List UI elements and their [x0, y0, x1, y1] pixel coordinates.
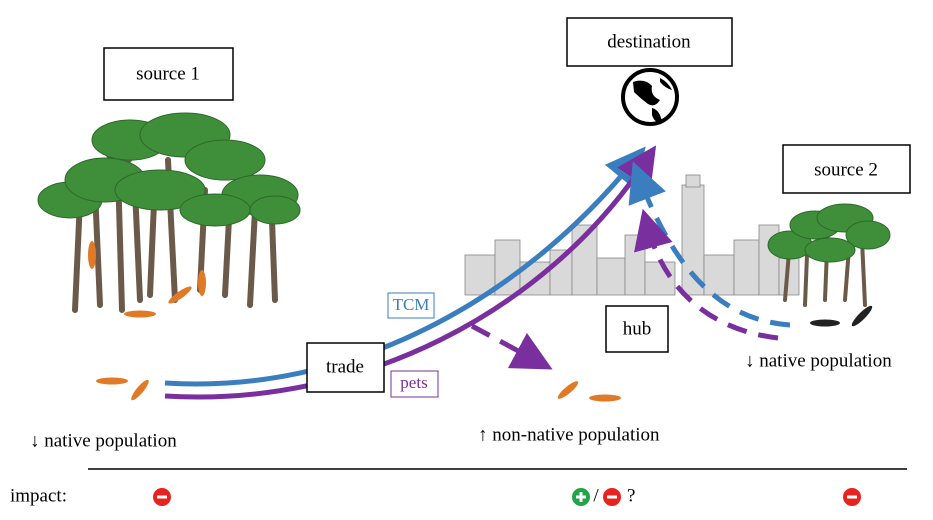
hub-label: hub	[623, 318, 652, 339]
source-1-label: source 1	[136, 63, 200, 84]
impact-label: impact:	[10, 485, 67, 506]
population-source-1: ↓ native population	[30, 430, 177, 451]
population-source-2: ↓ native population	[745, 350, 892, 371]
diagram: source 1 destination source 2	[0, 0, 933, 520]
impact-separator: /	[593, 485, 599, 506]
source-2-label: source 2	[814, 159, 878, 180]
destination-label: destination	[607, 31, 691, 52]
impact-icons	[153, 488, 861, 506]
forest-source-1	[38, 113, 300, 318]
impact-uncertain: ?	[627, 485, 635, 506]
pets-label: pets	[400, 373, 427, 392]
globe-icon	[623, 70, 677, 124]
body: source 1 destination source 2	[0, 0, 933, 520]
forest-source-2	[768, 204, 890, 328]
page: Wildlife trade diagram {"nodes": {"sourc…	[0, 0, 933, 520]
tcm-label: TCM	[393, 295, 430, 314]
trade-label: trade	[326, 356, 364, 377]
population-destination: ↑ non-native population	[478, 424, 660, 445]
